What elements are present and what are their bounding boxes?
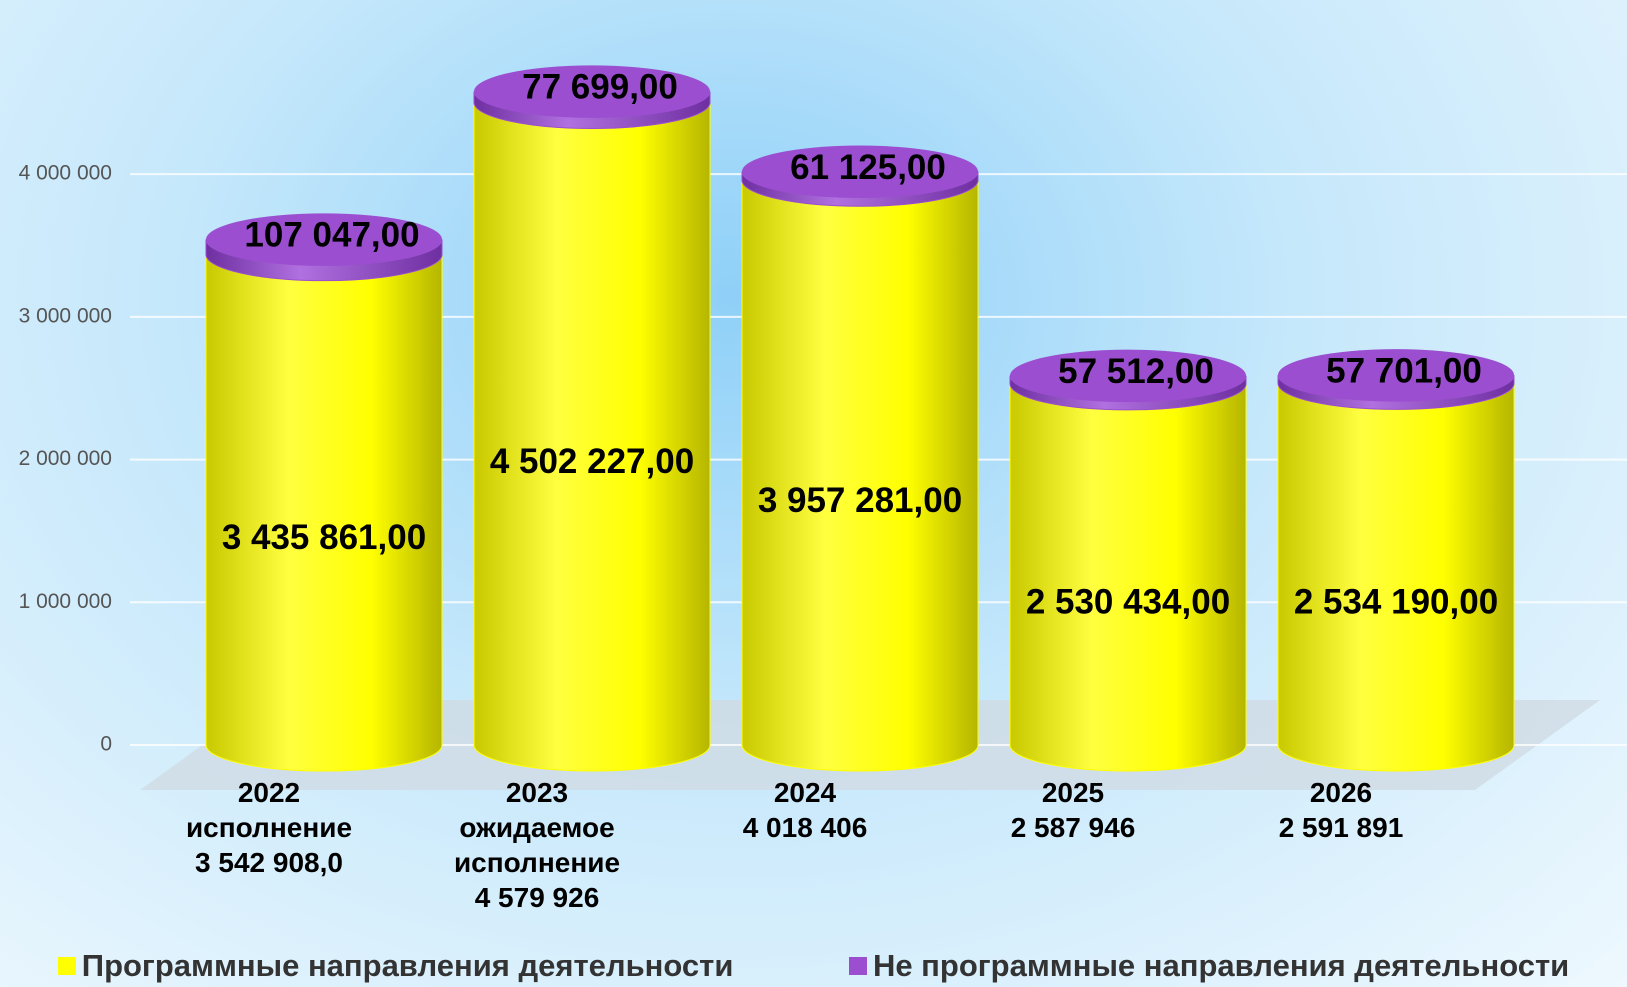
data-label: 4 502 227,00 — [490, 442, 694, 481]
data-label: 61 125,00 — [790, 148, 946, 187]
x-tick-label: 2024 4 018 406 — [742, 777, 868, 843]
x-tick-label: 2022 исполнение 3 542 908,0 — [185, 777, 353, 878]
cylinder-cap — [1278, 349, 1514, 402]
cylinder-cap — [206, 213, 442, 266]
data-label: 57 701,00 — [1326, 351, 1482, 390]
data-label: 3 435 861,00 — [222, 518, 426, 557]
y-tick-label: 3 000 000 — [19, 304, 112, 327]
legend-item: Программные направления деятельности — [57, 948, 734, 984]
legend-label: Программные направления деятельности — [81, 948, 734, 983]
y-tick-label: 1 000 000 — [19, 590, 112, 613]
y-tick-label: 0 — [100, 733, 112, 756]
cylinder-segment — [1009, 383, 1247, 772]
cylinder-cap — [474, 65, 710, 118]
data-label: 57 512,00 — [1058, 352, 1214, 391]
cylinder-cap — [742, 145, 978, 198]
cylinder-cap — [1010, 349, 1246, 402]
y-tick-label: 2 000 000 — [19, 447, 112, 470]
cylinder-segment — [473, 102, 711, 772]
x-tick-label: 2023 ожидаемое исполнение 4 579 926 — [453, 777, 621, 913]
legend-label: Не программные направления деятельности — [872, 948, 1570, 983]
legend: Программные направления деятельности Не п… — [0, 948, 1627, 984]
data-label: 2 534 190,00 — [1294, 582, 1498, 621]
data-label: 3 957 281,00 — [758, 481, 962, 520]
cylinder-segment — [205, 254, 443, 772]
data-label: 77 699,00 — [522, 68, 678, 107]
x-tick-label: 2026 2 591 891 — [1278, 777, 1404, 843]
cylinder-segment — [741, 180, 979, 772]
cylinder-segment — [1277, 383, 1515, 772]
data-label: 2 530 434,00 — [1026, 583, 1230, 622]
legend-swatch — [848, 957, 867, 975]
y-tick-label: 4 000 000 — [19, 162, 112, 185]
legend-swatch — [57, 957, 76, 975]
x-tick-label: 2025 2 587 946 — [1010, 777, 1136, 843]
data-label: 107 047,00 — [244, 216, 419, 255]
legend-item: Не программные направления деятельности — [848, 948, 1570, 984]
